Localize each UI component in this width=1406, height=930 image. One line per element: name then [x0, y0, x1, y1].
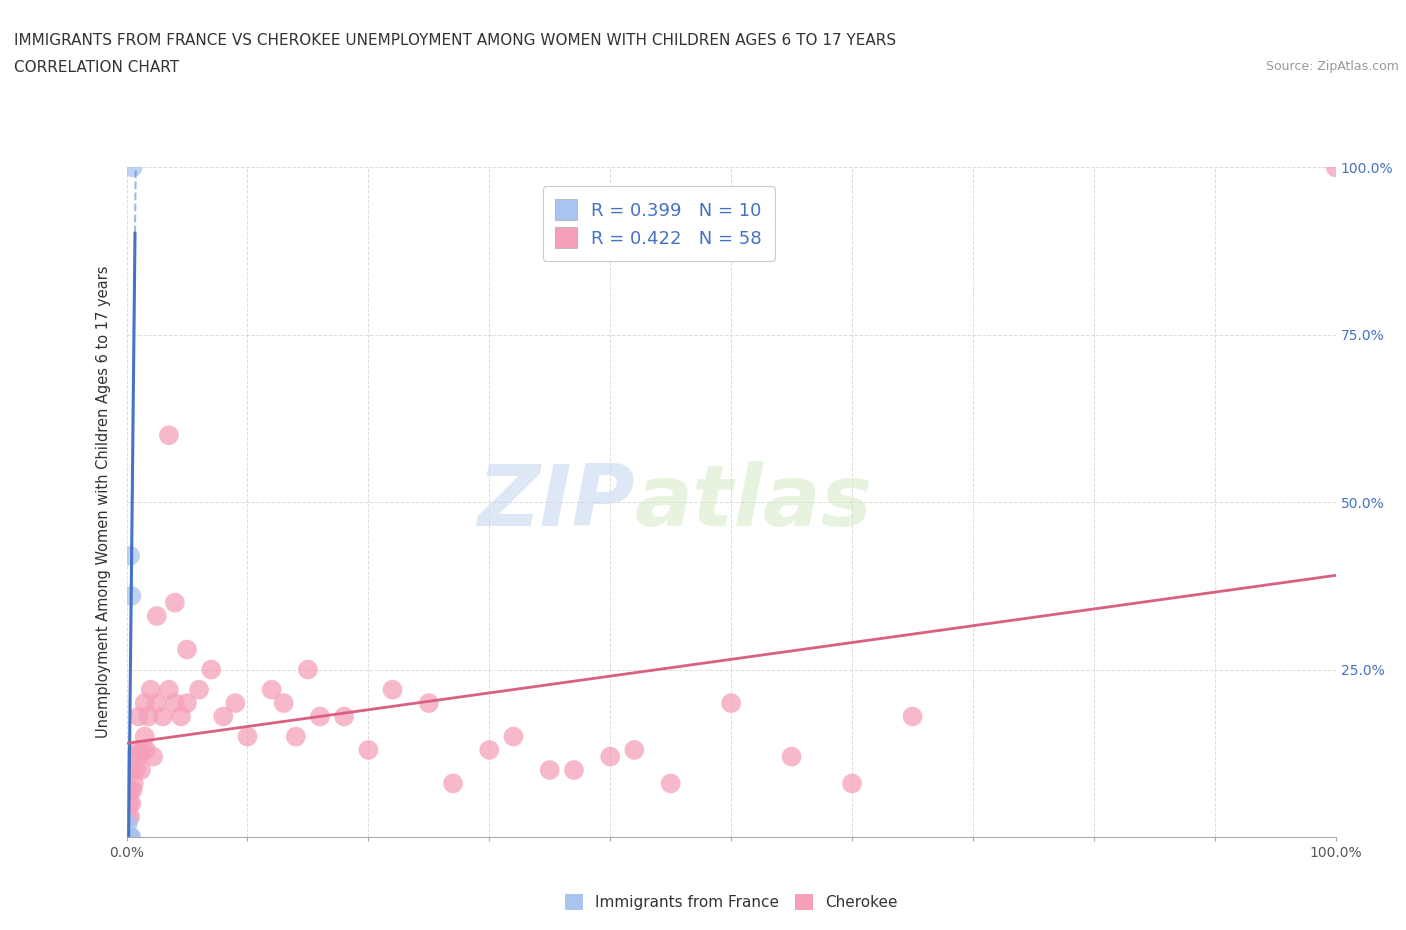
- Point: [309, 709, 332, 724]
- Text: Source: ZipAtlas.com: Source: ZipAtlas.com: [1265, 60, 1399, 73]
- Point: [224, 696, 246, 711]
- Point: [120, 830, 142, 844]
- Point: [333, 709, 356, 724]
- Point: [121, 783, 143, 798]
- Point: [125, 763, 148, 777]
- Point: [901, 709, 924, 724]
- Point: [124, 750, 146, 764]
- Point: [157, 683, 180, 698]
- Point: [659, 776, 682, 790]
- Point: [128, 709, 150, 724]
- Point: [502, 729, 524, 744]
- Point: [120, 796, 142, 811]
- Point: [1324, 160, 1347, 175]
- Point: [841, 776, 863, 790]
- Point: [135, 742, 157, 757]
- Point: [623, 742, 645, 757]
- Point: [157, 428, 180, 443]
- Point: [562, 763, 585, 777]
- Point: [176, 696, 198, 711]
- Point: [273, 696, 295, 711]
- Point: [720, 696, 742, 711]
- Point: [117, 830, 139, 844]
- Point: [284, 729, 307, 744]
- Point: [381, 683, 404, 698]
- Point: [120, 589, 142, 604]
- Point: [297, 662, 319, 677]
- Point: [136, 709, 159, 724]
- Point: [418, 696, 440, 711]
- Point: [260, 683, 283, 698]
- Point: [129, 763, 152, 777]
- Point: [599, 750, 621, 764]
- Point: [117, 809, 139, 824]
- Point: [118, 830, 141, 844]
- Point: [120, 549, 142, 564]
- Point: [188, 683, 211, 698]
- Point: [357, 742, 380, 757]
- Point: [128, 750, 150, 764]
- Point: [120, 809, 142, 824]
- Point: [236, 729, 259, 744]
- Point: [117, 817, 139, 831]
- Text: atlas: atlas: [634, 460, 873, 544]
- Legend: Immigrants from France, Cherokee: Immigrants from France, Cherokee: [558, 888, 904, 916]
- Point: [441, 776, 464, 790]
- Point: [146, 608, 169, 623]
- Point: [538, 763, 561, 777]
- Point: [176, 642, 198, 657]
- Y-axis label: Unemployment Among Women with Children Ages 6 to 17 years: Unemployment Among Women with Children A…: [96, 266, 111, 738]
- Text: CORRELATION CHART: CORRELATION CHART: [14, 60, 179, 75]
- Point: [170, 709, 193, 724]
- Point: [131, 742, 153, 757]
- Point: [122, 776, 145, 790]
- Point: [134, 729, 156, 744]
- Point: [139, 683, 162, 698]
- Point: [121, 160, 143, 175]
- Point: [163, 696, 186, 711]
- Point: [120, 830, 142, 844]
- Point: [200, 662, 222, 677]
- Text: IMMIGRANTS FROM FRANCE VS CHEROKEE UNEMPLOYMENT AMONG WOMEN WITH CHILDREN AGES 6: IMMIGRANTS FROM FRANCE VS CHEROKEE UNEMP…: [14, 33, 896, 47]
- Point: [118, 830, 141, 844]
- Point: [127, 742, 149, 757]
- Point: [163, 595, 186, 610]
- Point: [152, 709, 174, 724]
- Point: [780, 750, 803, 764]
- Point: [121, 763, 143, 777]
- Point: [146, 696, 169, 711]
- Point: [120, 830, 142, 844]
- Point: [118, 796, 141, 811]
- Point: [212, 709, 235, 724]
- Point: [478, 742, 501, 757]
- Point: [120, 783, 142, 798]
- Text: ZIP: ZIP: [477, 460, 634, 544]
- Point: [134, 696, 156, 711]
- Point: [142, 750, 165, 764]
